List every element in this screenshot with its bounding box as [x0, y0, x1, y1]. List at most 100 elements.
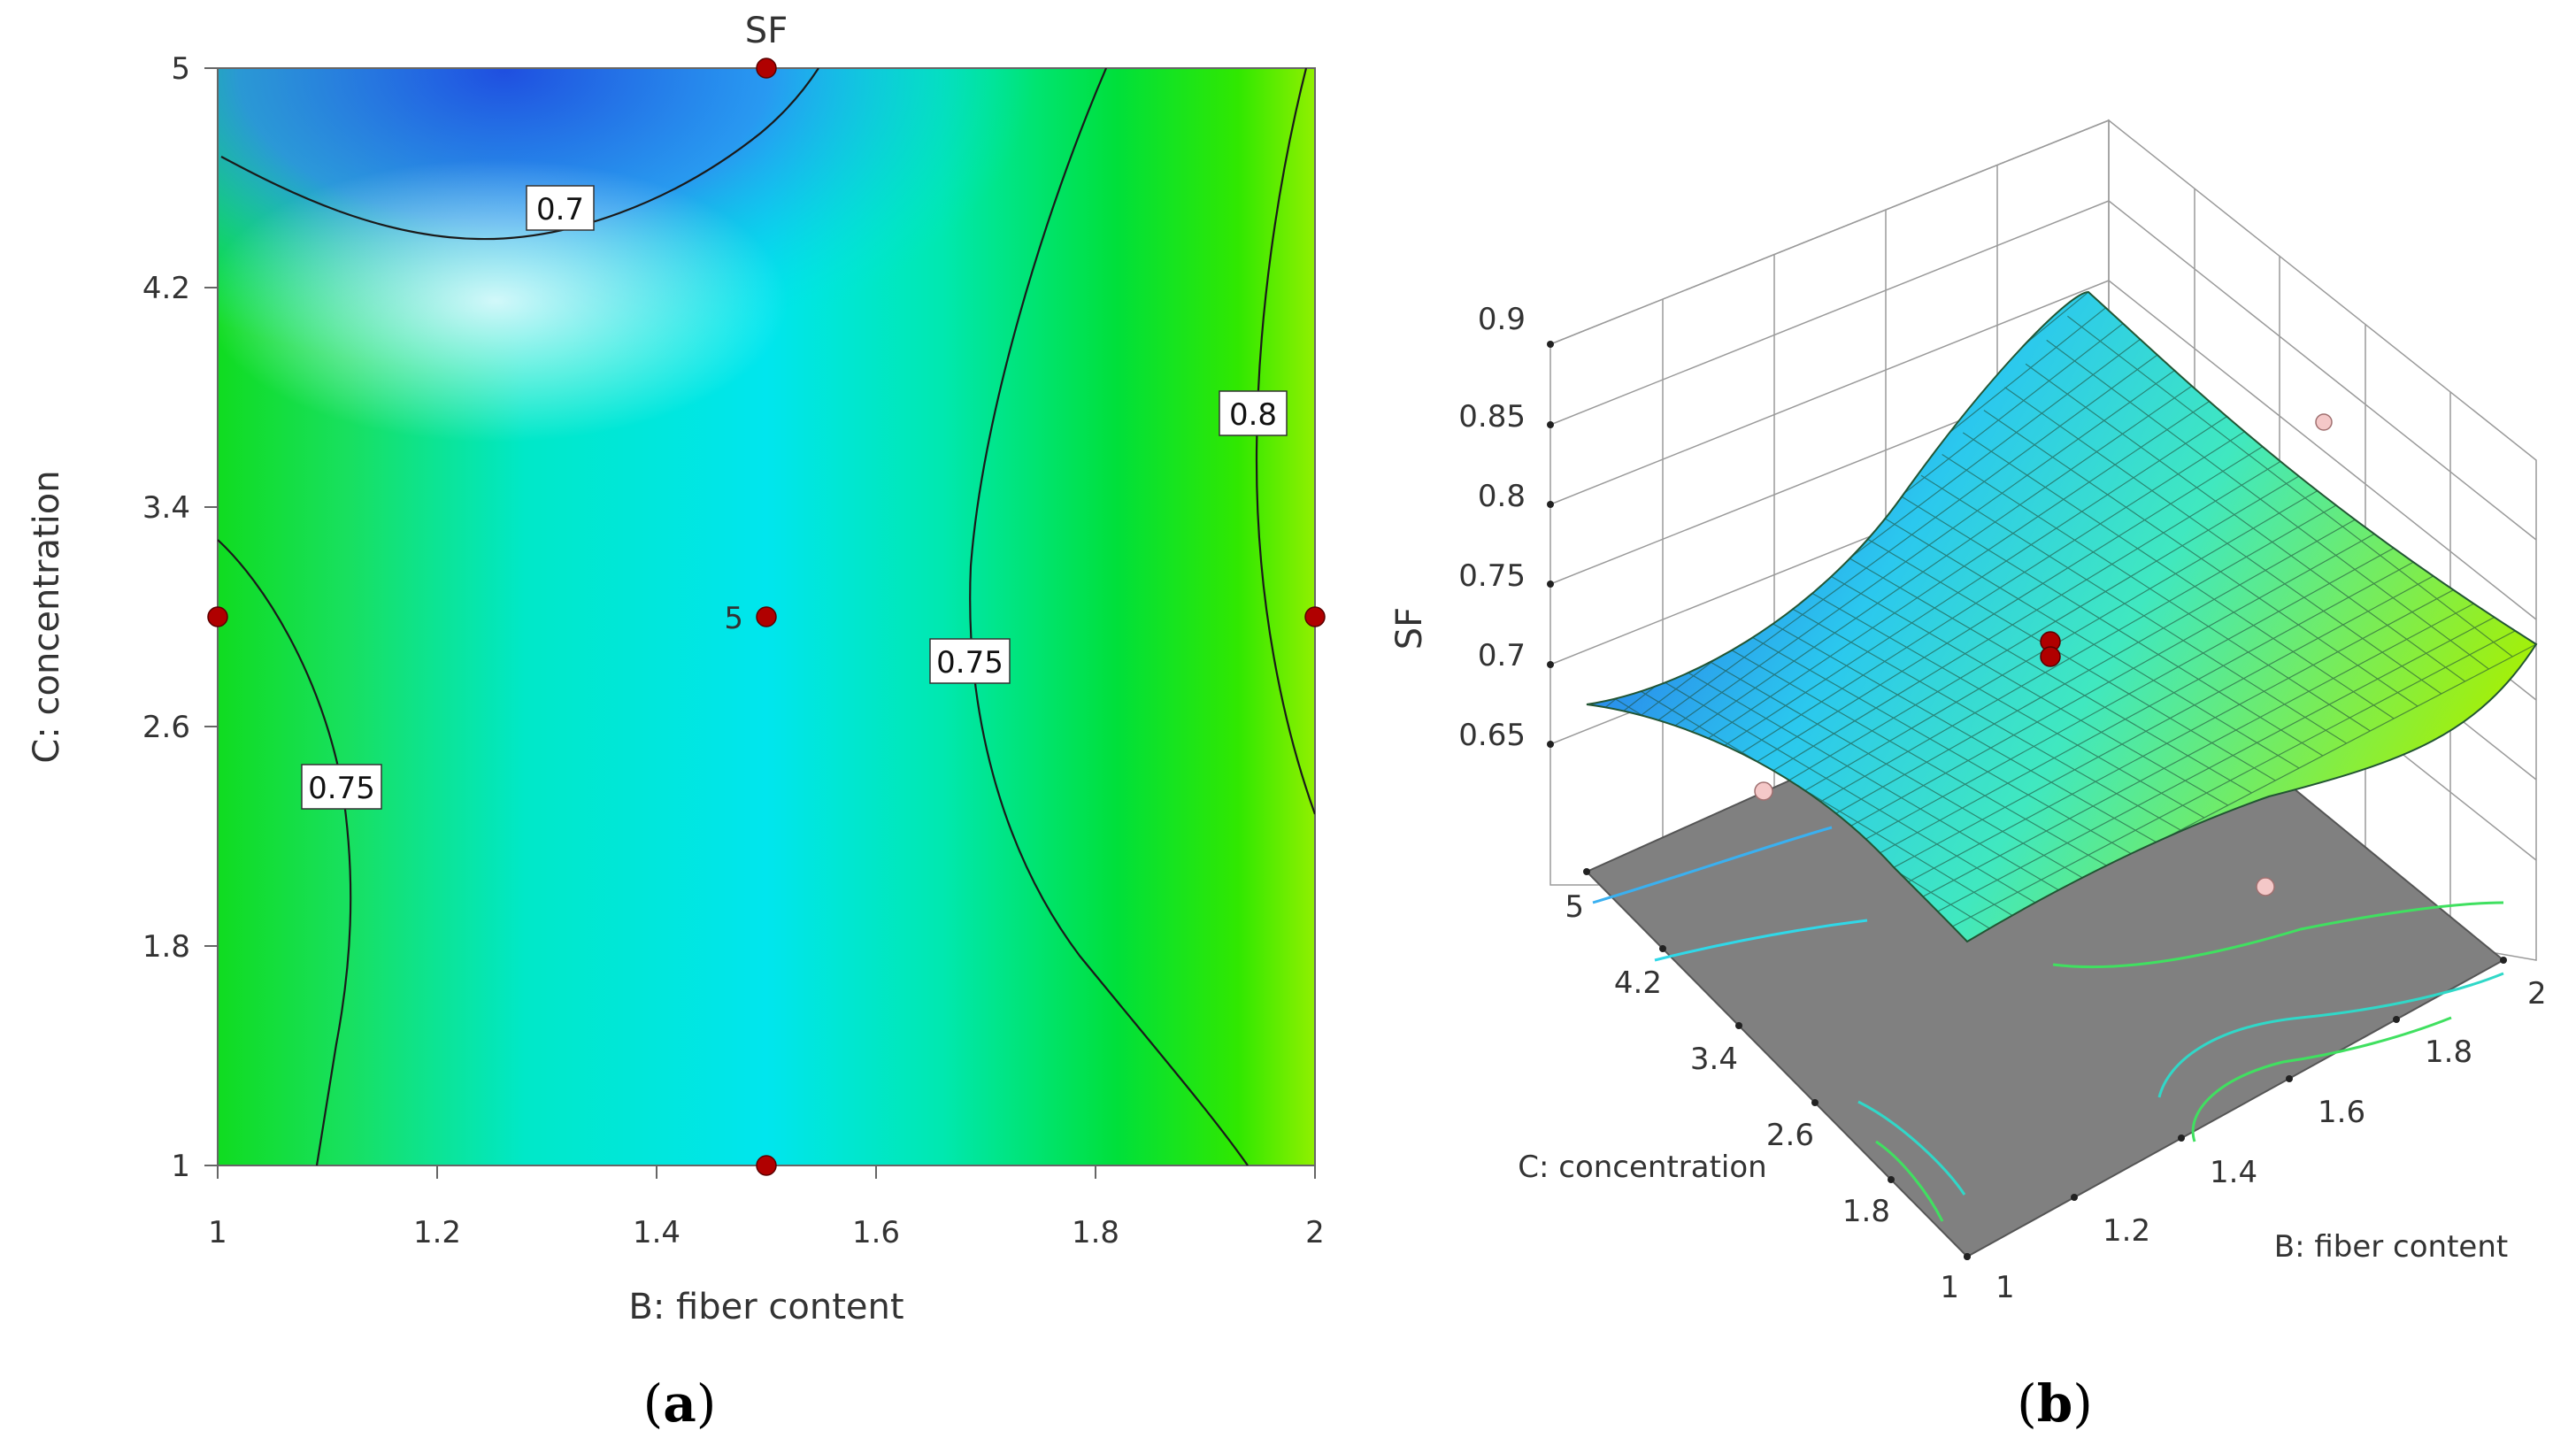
mesh-line	[1857, 533, 2276, 781]
mesh-line	[1792, 482, 2332, 799]
y-tick-label: 1	[171, 1149, 190, 1184]
x-tick-label: 1.2	[413, 1215, 461, 1250]
contour-line-0.8	[1255, 68, 1315, 815]
b-axis-label: B: fiber content	[2274, 1229, 2508, 1265]
design-point-3d-hidden	[2256, 877, 2275, 896]
z-tick-label: 0.7	[1478, 638, 1526, 673]
design-point	[756, 1155, 777, 1176]
mesh-line	[1919, 599, 2481, 899]
contour-line-0.75-right	[969, 68, 1249, 1165]
mesh-line	[1872, 555, 2425, 858]
y-tick-labels: 1 1.8 2.6 3.4 4.2 5	[142, 51, 190, 1184]
mesh-line	[1837, 550, 2252, 794]
x-tick-label: 1.4	[633, 1215, 681, 1250]
b-tick-label: 1	[1995, 1270, 2015, 1305]
y-axis-label: C: concentration	[27, 470, 67, 763]
mesh-line	[1888, 570, 2443, 872]
b-tick-label: 1.8	[2425, 1035, 2472, 1070]
design-point-3d-hidden	[2315, 413, 2333, 431]
contour-label-0.8: 0.8	[1229, 397, 1277, 433]
mesh-line	[1728, 423, 2257, 762]
x-tick-label: 1.6	[852, 1215, 900, 1250]
mesh-line	[1665, 365, 2182, 733]
contour-plot: 0.7 0.75 0.75 0.8 5 SF	[27, 11, 1326, 1434]
z-tick-label: 0.8	[1478, 479, 1526, 514]
c-tick-label: 5	[1565, 889, 1584, 925]
c-tick-label: 1	[1940, 1270, 1959, 1305]
mesh-line	[1824, 511, 2369, 821]
mesh-line	[2004, 387, 2442, 695]
design-points-3d	[1754, 413, 2333, 896]
c-tick-label: 4.2	[1614, 965, 1662, 1001]
mesh-line	[1627, 683, 2015, 918]
chart-title: SF	[745, 11, 788, 51]
z-tick-label: 0.65	[1458, 718, 1526, 753]
mesh-line	[2025, 363, 2465, 682]
surface-mesh	[1587, 292, 2536, 942]
b-tick-label: 2	[2527, 976, 2547, 1011]
c-tick-label: 2.6	[1766, 1118, 1814, 1153]
b-tick-label: 1.2	[2103, 1213, 2150, 1249]
y-tick-label: 5	[171, 51, 190, 87]
x-tick-label: 2	[1305, 1215, 1325, 1250]
y-tick-label: 3.4	[142, 490, 190, 526]
mesh-line	[1670, 661, 2063, 893]
c-tick-labels: 5 4.2 3.4 2.6 1.8 1	[1565, 889, 1959, 1305]
mesh-line	[1681, 380, 2201, 740]
floor-contours	[1592, 826, 2504, 1222]
z-tick-label: 0.9	[1478, 302, 1526, 337]
mesh-line	[1816, 567, 2229, 806]
c-axis-label: C: concentration	[1518, 1150, 1766, 1185]
mesh-line	[1920, 474, 2347, 744]
design-point-3d	[2040, 646, 2061, 667]
mesh-line	[1900, 495, 2324, 757]
mesh-line	[2067, 315, 2513, 658]
surface-plot: 0.65 0.7 0.75 0.8 0.85 0.9 SF	[1389, 119, 2547, 1434]
b-tick-label: 1.6	[2318, 1095, 2365, 1130]
y-tick-label: 1.8	[142, 929, 190, 965]
contour-label-0.75-right: 0.75	[936, 645, 1003, 681]
contour-label-0.75-left: 0.75	[308, 771, 375, 806]
mesh-line	[1942, 454, 2371, 732]
b-tick-label: 1.4	[2210, 1155, 2257, 1190]
design-point-center	[756, 606, 777, 627]
contour-line-0.75-left	[218, 539, 352, 1165]
x-axis	[217, 1165, 1316, 1179]
y-tick-label: 2.6	[142, 710, 190, 745]
x-tick-labels: 1 1.2 1.4 1.6 1.8 2	[208, 1215, 1325, 1250]
mesh-line	[1774, 598, 2181, 831]
mesh-line	[1934, 614, 2500, 913]
x-axis-label: B: fiber content	[628, 1287, 904, 1327]
design-points: 5	[207, 58, 1326, 1176]
design-point-3d-hidden	[1754, 781, 1773, 801]
mesh-line	[2046, 339, 2489, 670]
response-surface	[1586, 290, 2538, 943]
mesh-line	[1903, 585, 2462, 885]
mesh-line	[1776, 467, 2313, 788]
x-tick-label: 1	[208, 1215, 227, 1250]
design-point	[207, 606, 228, 627]
z-axis-label: SF	[1389, 607, 1430, 650]
contour-label-0.7: 0.7	[536, 192, 584, 227]
mesh-line	[1713, 409, 2238, 754]
mesh-line	[1856, 541, 2406, 845]
center-point-count: 5	[724, 601, 743, 636]
design-point	[756, 58, 777, 79]
panel-label-b: (b)	[2017, 1373, 2093, 1434]
c-tick-label: 1.8	[1842, 1194, 1890, 1229]
mesh-line	[1690, 650, 2087, 881]
panel-label-a: (a)	[643, 1373, 717, 1434]
y-tick-label: 4.2	[142, 271, 190, 306]
mesh-line	[1983, 410, 2418, 707]
mesh-line	[1795, 583, 2205, 819]
b-axis-ticks	[1964, 957, 2507, 1260]
mesh-line	[1879, 514, 2300, 769]
mesh-line	[1744, 438, 2276, 770]
z-tick-label: 0.85	[1458, 399, 1526, 435]
mesh-line	[1753, 612, 2157, 843]
b-tick-labels: 1 1.2 1.4 1.6 1.8 2	[1995, 976, 2547, 1305]
mesh-line	[1649, 350, 2164, 727]
x-tick-label: 1.8	[1072, 1215, 1119, 1250]
mesh-line	[1760, 452, 2295, 779]
c-tick-label: 3.4	[1690, 1042, 1738, 1077]
